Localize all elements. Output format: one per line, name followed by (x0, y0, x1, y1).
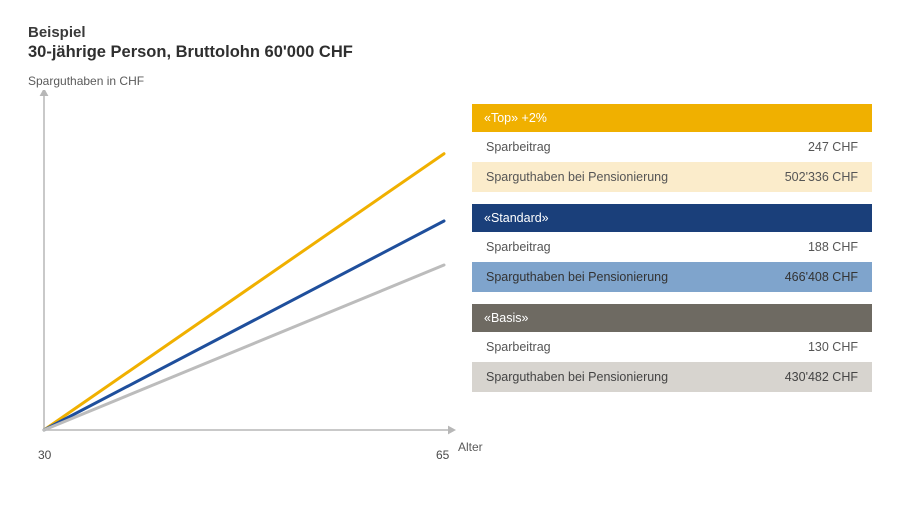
panel-header: «Basis» (472, 304, 872, 332)
panel-row: Sparguthaben bei Pensionierung 502'336 CH… (472, 162, 872, 192)
panel-row-label: Sparbeitrag (486, 340, 551, 354)
panel-row: Sparbeitrag 130 CHF (472, 332, 872, 362)
panel-row-label: Sparbeitrag (486, 140, 551, 154)
panel-row-label: Sparguthaben bei Pensionierung (486, 270, 668, 284)
panel-row: Sparbeitrag 247 CHF (472, 132, 872, 162)
title-small: Beispiel (28, 24, 872, 41)
panel-row-value: 466'408 CHF (785, 270, 858, 284)
panel-row: Sparguthaben bei Pensionierung 466'408 CH… (472, 262, 872, 292)
panel-header: «Standard» (472, 204, 872, 232)
panel: «Standard» Sparbeitrag 188 CHF Sparguthaben… (472, 204, 872, 292)
content-row: Alter 30 65 «Top» +2%Sparbeitrag247 CHFS… (28, 90, 872, 470)
panel-row: Sparbeitrag 188 CHF (472, 232, 872, 262)
panel-row-value: 502'336 CHF (785, 170, 858, 184)
chart-xlabel: Alter (458, 440, 483, 454)
panel-row-label: Sparguthaben bei Pensionierung (486, 170, 668, 184)
chart-xtick-end: 65 (436, 448, 449, 462)
chart-svg (28, 90, 458, 470)
panel-row-value: 130 CHF (808, 340, 858, 354)
panel-header: «Top» +2% (472, 104, 872, 132)
panel-row-label: Sparbeitrag (486, 240, 551, 254)
panel-row: Sparguthaben bei Pensionierung 430'482 CH… (472, 362, 872, 392)
panel: «Basis» Sparbeitrag 130 CHF Sparguthaben be… (472, 304, 872, 392)
panel-row-value: 247 CHF (808, 140, 858, 154)
panel-row-value: 188 CHF (808, 240, 858, 254)
panels: «Top» +2% Sparbeitrag 247 CHF Sparguthaben … (472, 90, 872, 470)
panel-row-value: 430'482 CHF (785, 370, 858, 384)
page: Beispiel 30-jährige Person, Bruttolohn 6… (0, 0, 900, 512)
panel: «Top» +2% Sparbeitrag 247 CHF Sparguthaben … (472, 104, 872, 192)
chart-xtick-start: 30 (38, 448, 51, 462)
panel-row-label: Sparguthaben bei Pensionierung (486, 370, 668, 384)
chart: Alter 30 65 (28, 90, 448, 470)
title-main: 30-jährige Person, Bruttolohn 60'000 CHF (28, 43, 872, 62)
chart-ylabel: Sparguthaben in CHF (28, 74, 872, 88)
